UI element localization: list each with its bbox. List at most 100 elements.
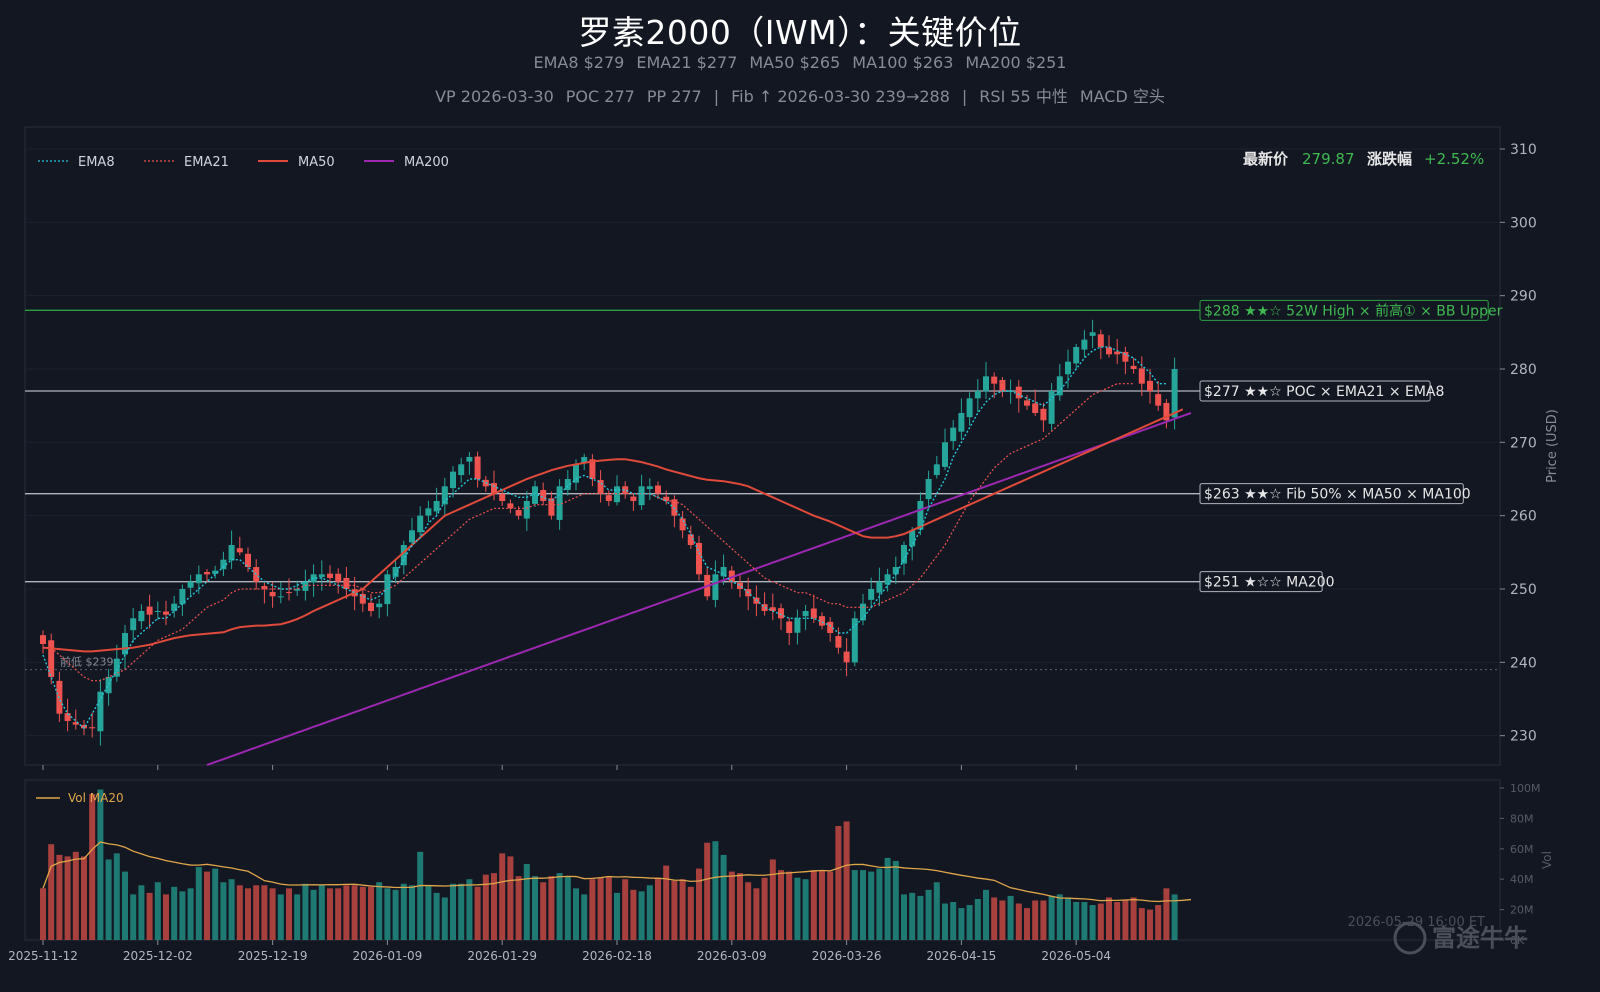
candle-body: [1163, 402, 1170, 421]
candle-body: [466, 457, 473, 462]
volume-bar: [597, 877, 604, 940]
candle-body: [933, 464, 940, 476]
volume-bar: [441, 897, 448, 940]
volume-bar: [56, 854, 63, 940]
change-label: 涨跌幅: [1367, 150, 1412, 168]
price-tick-label: 240: [1510, 655, 1537, 671]
volume-bar: [40, 888, 46, 940]
candle-body: [1073, 347, 1080, 364]
candle-body: [318, 574, 325, 577]
volume-bar: [745, 882, 752, 940]
candle-body: [983, 376, 989, 392]
candle-body: [1040, 408, 1047, 421]
volume-bar: [146, 892, 153, 940]
candle-body: [48, 640, 55, 677]
candle-body: [40, 635, 46, 644]
volume-bar: [974, 898, 981, 940]
indicator-value: MA50 $265: [749, 53, 841, 72]
candle-body: [146, 606, 153, 615]
candle-body: [179, 589, 186, 605]
volume-bar: [523, 864, 530, 940]
candle-body: [761, 604, 768, 611]
candle-body: [917, 501, 924, 530]
volume-bar: [400, 883, 407, 940]
indicator-value: MA200 $251: [965, 53, 1067, 72]
volume-bar: [917, 895, 924, 940]
candle-body: [171, 603, 178, 611]
candle-body: [1032, 403, 1039, 413]
volume-bar: [105, 859, 112, 940]
stat-value: VP 2026-03-30: [435, 87, 554, 106]
volume-bar: [605, 876, 612, 940]
candle-body: [474, 456, 481, 479]
volume-bar: [220, 882, 227, 940]
volume-bar: [901, 894, 907, 940]
candle-body: [105, 677, 112, 694]
volume-bar: [417, 851, 424, 940]
candle-body: [942, 442, 948, 467]
vol-legend-label: Vol MA20: [68, 791, 124, 805]
candle-body: [827, 621, 834, 633]
candle-body: [286, 592, 292, 594]
candle-body: [1048, 391, 1055, 424]
prev-low-label: 前低 $239: [60, 655, 114, 669]
volume-bar: [532, 876, 538, 940]
volume-bar: [1163, 888, 1170, 940]
candle-body: [236, 548, 243, 553]
candle-body: [737, 582, 743, 589]
vol-tick-label: 100M: [1510, 782, 1541, 795]
candle-body: [909, 530, 916, 547]
volume-bar: [663, 865, 670, 940]
volume-bar: [122, 871, 128, 940]
volume-bar: [236, 885, 243, 940]
volume-bar: [1171, 894, 1178, 940]
candle-body: [851, 618, 858, 663]
candle-body: [1138, 368, 1145, 384]
candle-body: [614, 486, 620, 503]
watermark-text: 富途牛牛: [1432, 924, 1528, 952]
volume-bar: [302, 883, 309, 940]
x-tick-label: 2025-12-19: [238, 949, 308, 963]
volume-bar: [351, 885, 358, 940]
vol-axis-label: Vol: [1540, 851, 1554, 869]
volume-bar: [983, 889, 989, 940]
candle-body: [778, 608, 784, 619]
candle-body: [277, 596, 284, 598]
volume-bar: [392, 889, 399, 940]
volume-bar: [942, 903, 948, 940]
volume-bar: [769, 859, 776, 940]
volume-bar: [261, 885, 268, 940]
volume-bar: [786, 871, 793, 940]
candle-body: [228, 545, 235, 561]
price-tick-label: 260: [1510, 509, 1537, 525]
volume-bar: [728, 871, 735, 940]
indicator-value: EMA8 $279: [533, 53, 625, 72]
volume-bar: [384, 888, 391, 940]
candle-body: [450, 471, 456, 489]
timestamp: 2026-05-29 16:00 ET: [1348, 915, 1485, 930]
stat-value: MACD 空头: [1079, 87, 1165, 106]
volume-bar: [704, 842, 711, 940]
volume-bar: [294, 894, 301, 940]
candle-body: [950, 427, 957, 442]
candle-body: [876, 581, 883, 593]
candle-body: [154, 611, 161, 612]
candle-body: [679, 518, 686, 531]
change-value: +2.52%: [1424, 150, 1484, 168]
volume-bar: [835, 826, 842, 940]
vol-ma20-line: [42, 841, 1192, 903]
candle-body: [327, 573, 333, 578]
stat-value: PP 277: [646, 87, 702, 106]
candle-body: [113, 658, 120, 677]
candle-body: [843, 651, 850, 663]
volume-bar: [630, 889, 637, 940]
legend-label: EMA21: [184, 155, 229, 170]
volume-bar: [860, 870, 866, 940]
candle-body: [548, 498, 555, 516]
candle-body: [400, 545, 407, 566]
candle-body: [220, 559, 227, 570]
candle-body: [1114, 351, 1121, 355]
price-tick-label: 300: [1510, 215, 1537, 231]
candle-body: [868, 589, 875, 600]
